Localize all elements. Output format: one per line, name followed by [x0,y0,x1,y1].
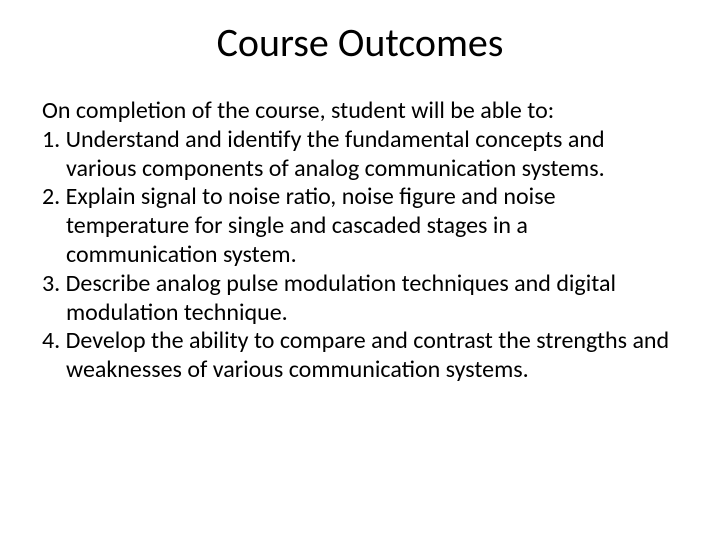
slide-title: Course Outcomes [42,18,678,67]
outcome-1: 1. Understand and identify the fundament… [42,126,678,184]
outcome-3: 3. Describe analog pulse modulation tech… [42,270,678,328]
slide-content: On completion of the course, student wil… [42,97,678,385]
slide-container: Course Outcomes On completion of the cou… [0,0,720,540]
intro-text: On completion of the course, student wil… [42,97,678,126]
outcome-2: 2. Explain signal to noise ratio, noise … [42,183,678,269]
outcome-4: 4. Develop the ability to compare and co… [42,327,678,385]
